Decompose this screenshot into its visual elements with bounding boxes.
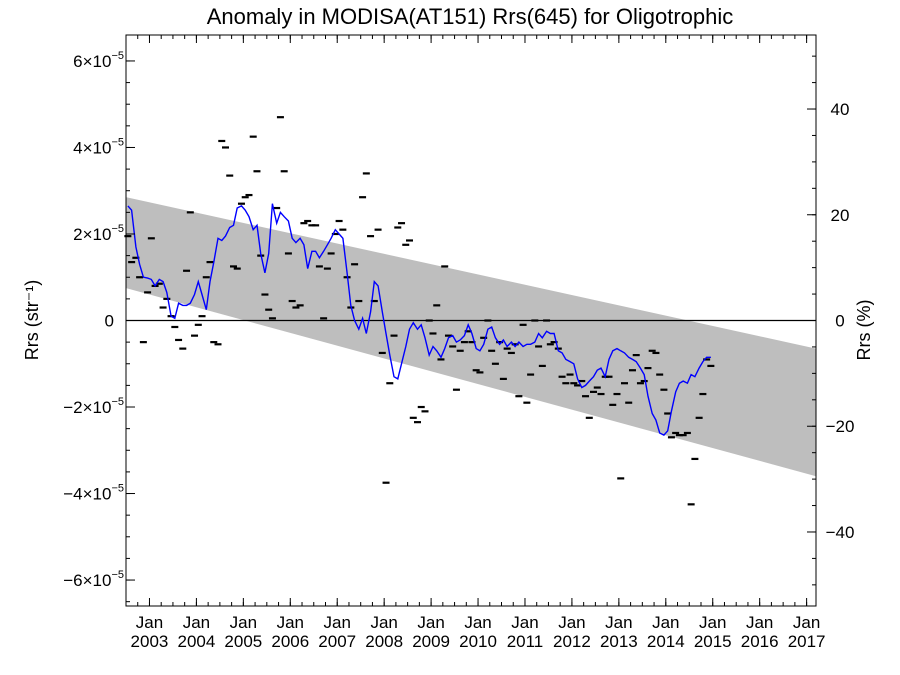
left-tick-label: −6×10−5 <box>63 569 124 590</box>
x-year-label: 2016 <box>741 632 779 651</box>
x-year-label: 2010 <box>459 632 497 651</box>
left-tick-label: −2×10−5 <box>63 396 124 417</box>
x-axis: Jan2003Jan2004Jan2005Jan2006Jan2007Jan20… <box>125 35 826 651</box>
x-year-label: 2015 <box>694 632 732 651</box>
x-month-label: Jan <box>464 613 491 632</box>
x-year-label: 2014 <box>647 632 685 651</box>
x-year-label: 2009 <box>412 632 450 651</box>
x-month-label: Jan <box>793 613 820 632</box>
x-year-label: 2006 <box>271 632 309 651</box>
x-month-label: Jan <box>277 613 304 632</box>
x-year-label: 2005 <box>224 632 262 651</box>
x-month-label: Jan <box>136 613 163 632</box>
trend-band <box>126 197 816 477</box>
x-month-label: Jan <box>652 613 679 632</box>
x-month-label: Jan <box>699 613 726 632</box>
left-tick-label: 0 <box>105 312 114 331</box>
x-month-label: Jan <box>511 613 538 632</box>
x-month-label: Jan <box>183 613 210 632</box>
x-month-label: Jan <box>417 613 444 632</box>
right-axis: 40 20 0 −20 −40 <box>807 55 855 586</box>
right-tick-label: 20 <box>831 206 850 225</box>
x-year-label: 2013 <box>600 632 638 651</box>
x-year-label: 2004 <box>177 632 215 651</box>
blue-series-layer <box>127 203 711 436</box>
blue-line <box>127 203 711 436</box>
right-tick-label: 40 <box>831 100 850 119</box>
x-year-label: 2011 <box>507 632 544 651</box>
left-tick-label: 2×10−5 <box>73 223 124 244</box>
x-year-label: 2017 <box>788 632 826 651</box>
x-month-label: Jan <box>324 613 351 632</box>
right-axis-label: Rrs (%) <box>854 300 874 361</box>
x-month-label: Jan <box>230 613 257 632</box>
left-axis-label: Rrs (str⁻¹) <box>22 280 42 360</box>
x-year-label: 2007 <box>318 632 356 651</box>
right-tick-label: −40 <box>826 523 855 542</box>
left-tick-label: 4×10−5 <box>73 136 124 157</box>
right-tick-label: −20 <box>826 417 855 436</box>
x-year-label: 2008 <box>365 632 403 651</box>
x-month-label: Jan <box>605 613 632 632</box>
left-tick-label: −4×10−5 <box>63 483 124 504</box>
x-month-label: Jan <box>558 613 585 632</box>
left-tick-label: 6×10−5 <box>73 50 124 71</box>
trend-band-layer <box>126 197 816 477</box>
left-axis: 6×10−5 4×10−5 2×10−5 0 −2×10−5 −4×10−5 −6×10−5 <box>63 50 135 603</box>
x-month-label: Jan <box>370 613 397 632</box>
x-year-label: 2012 <box>553 632 591 651</box>
right-tick-label: 0 <box>835 312 844 331</box>
chart-title: Anomaly in MODISA(AT151) Rrs(645) for Ol… <box>207 4 734 29</box>
x-year-label: 2003 <box>131 632 169 651</box>
x-month-label: Jan <box>746 613 773 632</box>
